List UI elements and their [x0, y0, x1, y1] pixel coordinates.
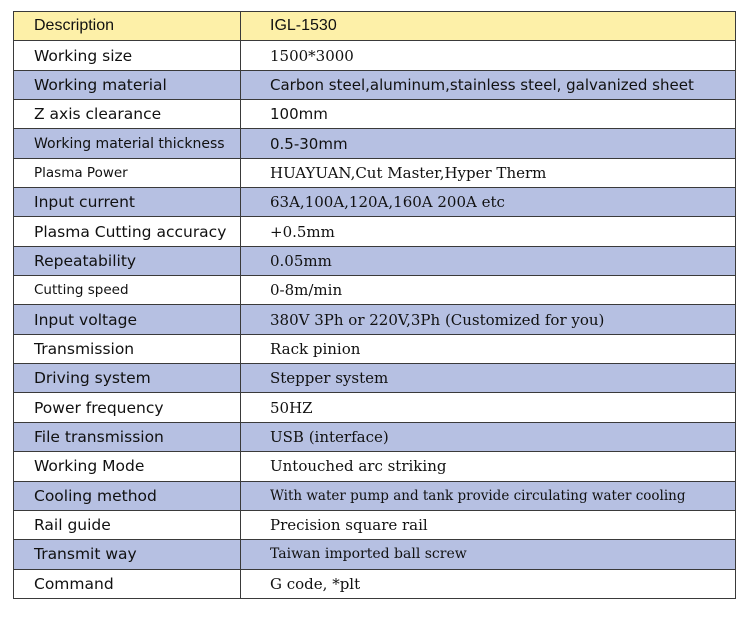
row-label: Input voltage [13, 304, 241, 335]
header-label-cell: Description [13, 10, 241, 42]
table-row: Cutting speed 0-8m/min [13, 275, 736, 306]
row-label: Plasma Power [13, 157, 241, 189]
row-value: +0.5mm [240, 216, 736, 247]
table-row: Transmit way Taiwan imported ball screw [13, 539, 736, 570]
row-value: Rack pinion [240, 333, 736, 365]
row-value: Stepper system [240, 363, 736, 394]
row-value: G code, *plt [240, 568, 736, 599]
row-value: 0.5-30mm [240, 128, 736, 159]
row-value: 100mm [240, 99, 736, 130]
spec-table: Description IGL-1530 Working size 1500*3… [13, 10, 736, 599]
table-row: Driving system Stepper system [13, 363, 736, 394]
table-row: Input voltage 380V 3Ph or 220V,3Ph (Cust… [13, 304, 736, 335]
row-value: Precision square rail [240, 509, 736, 541]
row-value: 63A,100A,120A,160A 200A etc [240, 187, 736, 218]
row-label: Plasma Cutting accuracy [13, 216, 241, 247]
row-label: File transmission [13, 421, 241, 453]
table-row: Repeatability 0.05mm [13, 245, 736, 277]
row-value: 0.05mm [240, 245, 736, 277]
header-value-cell: IGL-1530 [240, 10, 736, 42]
row-label: Working Mode [13, 451, 241, 482]
row-label: Repeatability [13, 245, 241, 277]
table-row: Power frequency 50HZ [13, 392, 736, 423]
row-value: Untouched arc striking [240, 451, 736, 482]
table-row: Z axis clearance 100mm [13, 99, 736, 130]
row-value: 380V 3Ph or 220V,3Ph (Customized for you… [240, 304, 736, 335]
row-value: HUAYUAN,Cut Master,Hyper Therm [240, 157, 736, 189]
row-label: Power frequency [13, 392, 241, 423]
table-row: Plasma Cutting accuracy +0.5mm [13, 216, 736, 247]
row-label: Cooling method [13, 480, 241, 511]
row-value: With water pump and tank provide circula… [240, 480, 736, 511]
row-value: Taiwan imported ball screw [240, 539, 736, 570]
table-row: Command G code, *plt [13, 568, 736, 599]
row-label: Command [13, 568, 241, 599]
table-row: Transmission Rack pinion [13, 333, 736, 365]
table-row: Working material thickness 0.5-30mm [13, 128, 736, 159]
row-value: 50HZ [240, 392, 736, 423]
row-label: Working size [13, 40, 241, 71]
table-row: Input current 63A,100A,120A,160A 200A et… [13, 187, 736, 218]
row-label: Transmission [13, 333, 241, 365]
table-row: Working material Carbon steel,aluminum,s… [13, 69, 736, 101]
table-row: Working Mode Untouched arc striking [13, 451, 736, 482]
row-label: Working material thickness [13, 128, 241, 159]
table-header-row: Description IGL-1530 [13, 10, 736, 42]
table-row: Plasma Power HUAYUAN,Cut Master,Hyper Th… [13, 157, 736, 189]
row-label: Rail guide [13, 509, 241, 541]
row-label: Input current [13, 187, 241, 218]
table-row: Rail guide Precision square rail [13, 509, 736, 541]
table-row: Working size 1500*3000 [13, 40, 736, 71]
row-value: 1500*3000 [240, 40, 736, 71]
row-value: 0-8m/min [240, 275, 736, 306]
row-value: Carbon steel,aluminum,stainless steel, g… [240, 69, 736, 101]
table-row: File transmission USB (interface) [13, 421, 736, 453]
row-label: Cutting speed [13, 275, 241, 306]
table-row: Cooling method With water pump and tank … [13, 480, 736, 511]
row-label: Working material [13, 69, 241, 101]
row-value: USB (interface) [240, 421, 736, 453]
row-label: Transmit way [13, 539, 241, 570]
row-label: Z axis clearance [13, 99, 241, 130]
row-label: Driving system [13, 363, 241, 394]
